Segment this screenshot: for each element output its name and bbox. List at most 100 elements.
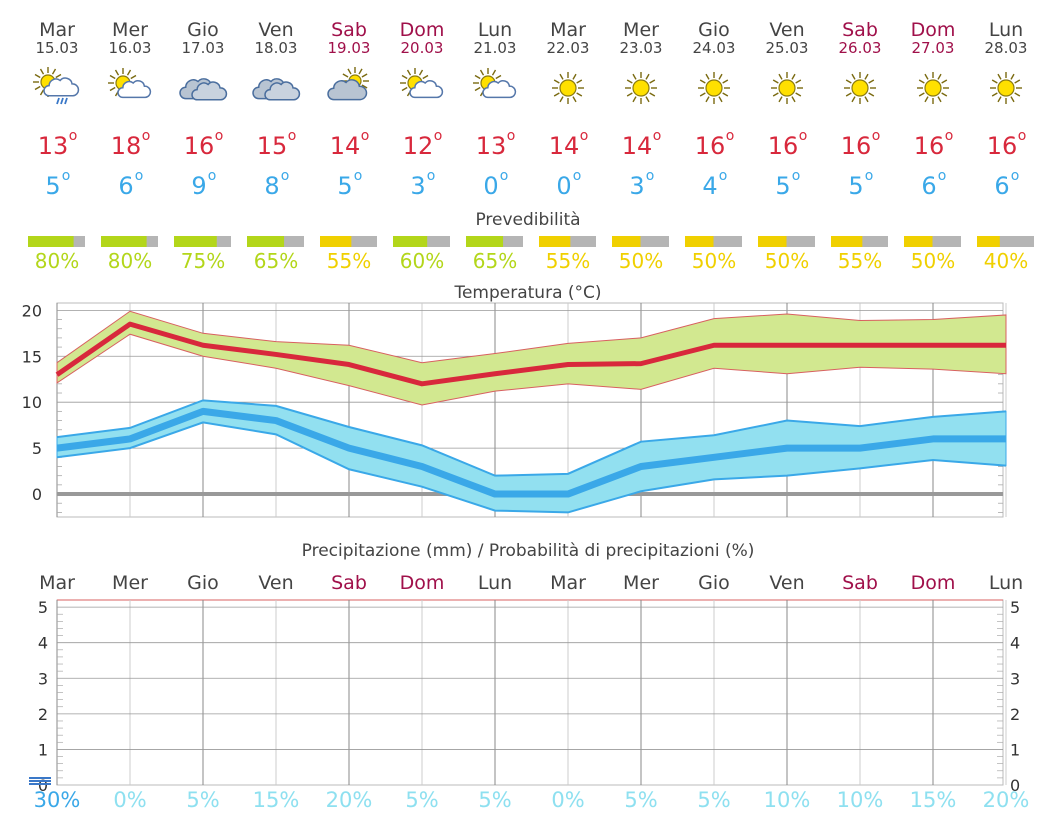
precipitation-y-tick-left: 4 [38, 634, 48, 653]
precipitation-y-tick-right: 1 [1010, 740, 1020, 759]
sun-ray [572, 73, 577, 80]
temperature-y-tick: 5 [32, 439, 42, 458]
sun-ray [845, 92, 852, 97]
max-temperature-line [55, 321, 1006, 387]
sun-ray [1014, 79, 1021, 84]
predictability-bar-fill [393, 236, 428, 247]
day-date: 27.03 [912, 39, 955, 57]
day-date: 25.03 [766, 39, 809, 57]
degree-sign: o [872, 128, 881, 144]
degree-sign: o [865, 168, 874, 184]
degree-sign: o [361, 128, 370, 144]
sun-cloud-rain-icon [33, 67, 80, 105]
degree-sign: o [288, 128, 297, 144]
sun-ray [795, 92, 802, 97]
precipitation-day-name: Mer [112, 572, 148, 594]
predictability-bar-fill [247, 236, 285, 247]
day-date: 21.03 [474, 39, 517, 57]
day-name: Ven [258, 19, 293, 41]
cloud-sun-icon [327, 67, 369, 101]
predictability-value: 80% [108, 249, 152, 273]
predictability-bar-fill [758, 236, 787, 247]
max-temperature: 14 [330, 132, 361, 160]
day-date: 24.03 [693, 39, 736, 57]
min-temperature: 0 [483, 172, 498, 200]
sun-disc [632, 79, 650, 97]
sun-ray [778, 73, 783, 80]
predictability-bar-fill [28, 236, 74, 247]
max-temperature: 18 [111, 132, 142, 160]
degree-sign: o [281, 168, 290, 184]
sun-icon [771, 72, 803, 104]
predictability-bar-fill [466, 236, 504, 247]
sun-ray [1014, 92, 1021, 97]
precipitation-day-name: Lun [989, 572, 1023, 594]
max-temperature: 16 [841, 132, 872, 160]
temperature-y-tick: 10 [22, 393, 42, 412]
max-temperature: 13 [38, 132, 69, 160]
day-date: 20.03 [401, 39, 444, 57]
sun-ray [997, 96, 1002, 103]
min-temperature: 8 [264, 172, 279, 200]
sun-ray [39, 68, 45, 75]
predictability-value: 80% [35, 249, 79, 273]
sun-ray [791, 73, 796, 80]
min-band-lower-edge [56, 421, 1007, 514]
sun-ray [705, 73, 710, 80]
sun-ray [991, 92, 998, 97]
day-name: Lun [478, 19, 512, 41]
sun-ray [645, 73, 650, 80]
degree-sign: o [573, 168, 582, 184]
degree-sign: o [500, 168, 509, 184]
max-temperature: 16 [768, 132, 799, 160]
predictability-bar-fill [320, 236, 352, 247]
sun-ray [479, 69, 485, 76]
degree-sign: o [507, 128, 516, 144]
degree-sign: o [799, 128, 808, 144]
sun-ray [474, 86, 481, 92]
precipitation-bar [29, 780, 51, 782]
sun-ray [559, 73, 564, 80]
temperature-chart: 0 5 10 15 20 [22, 301, 1007, 518]
sun-ray [991, 79, 998, 84]
sun-ray [718, 96, 723, 103]
sun-ray [649, 92, 656, 97]
day-name: Mer [623, 19, 659, 41]
min-temperature: 9 [191, 172, 206, 200]
day-date: 22.03 [547, 39, 590, 57]
sun-ray [361, 84, 368, 89]
cloud-shape [409, 80, 444, 99]
sun-ray [864, 73, 869, 80]
sun-ray [795, 79, 802, 84]
predictability-value: 50% [911, 249, 955, 273]
min-temperature: 6 [921, 172, 936, 200]
max-temperature: 12 [403, 132, 434, 160]
sun-ray [718, 73, 723, 80]
predictability-value: 50% [765, 249, 809, 273]
sun-ray [347, 68, 352, 75]
weather-icons [33, 67, 1022, 105]
degree-sign: o [653, 128, 662, 144]
precipitation-day-labels: Mar Mer Gio Ven Sab Dom Lun Mar Mer Gio Ven Sab Dom L… [39, 572, 1023, 594]
day-name: Mar [550, 19, 586, 41]
predictability-value: 65% [254, 249, 298, 273]
cloud-shape [327, 79, 368, 101]
cloud-shape [43, 77, 80, 97]
precipitation-day-name: Ven [769, 572, 804, 594]
rain-drop [64, 97, 68, 105]
rain-drop [60, 97, 64, 105]
precipitation-day-name: Sab [331, 572, 367, 594]
temperature-y-tick: 20 [22, 301, 42, 320]
sun-ray [705, 96, 710, 103]
degree-sign: o [646, 168, 655, 184]
degree-sign: o [719, 168, 728, 184]
degree-sign: o [726, 128, 735, 144]
sun-ray [576, 92, 583, 97]
sun-ray [941, 92, 948, 97]
rain-probability-labels: 30% 0% 5% 15% 20% 5% 5% 0% 5% 5% 10% 10% 15% 20% [34, 788, 1030, 812]
precipitation-day-name: Ven [258, 572, 293, 594]
day-name: Dom [400, 19, 445, 41]
sun-cloud-icon [108, 68, 152, 99]
sun-disc [559, 79, 577, 97]
min-temperature: 5 [848, 172, 863, 200]
